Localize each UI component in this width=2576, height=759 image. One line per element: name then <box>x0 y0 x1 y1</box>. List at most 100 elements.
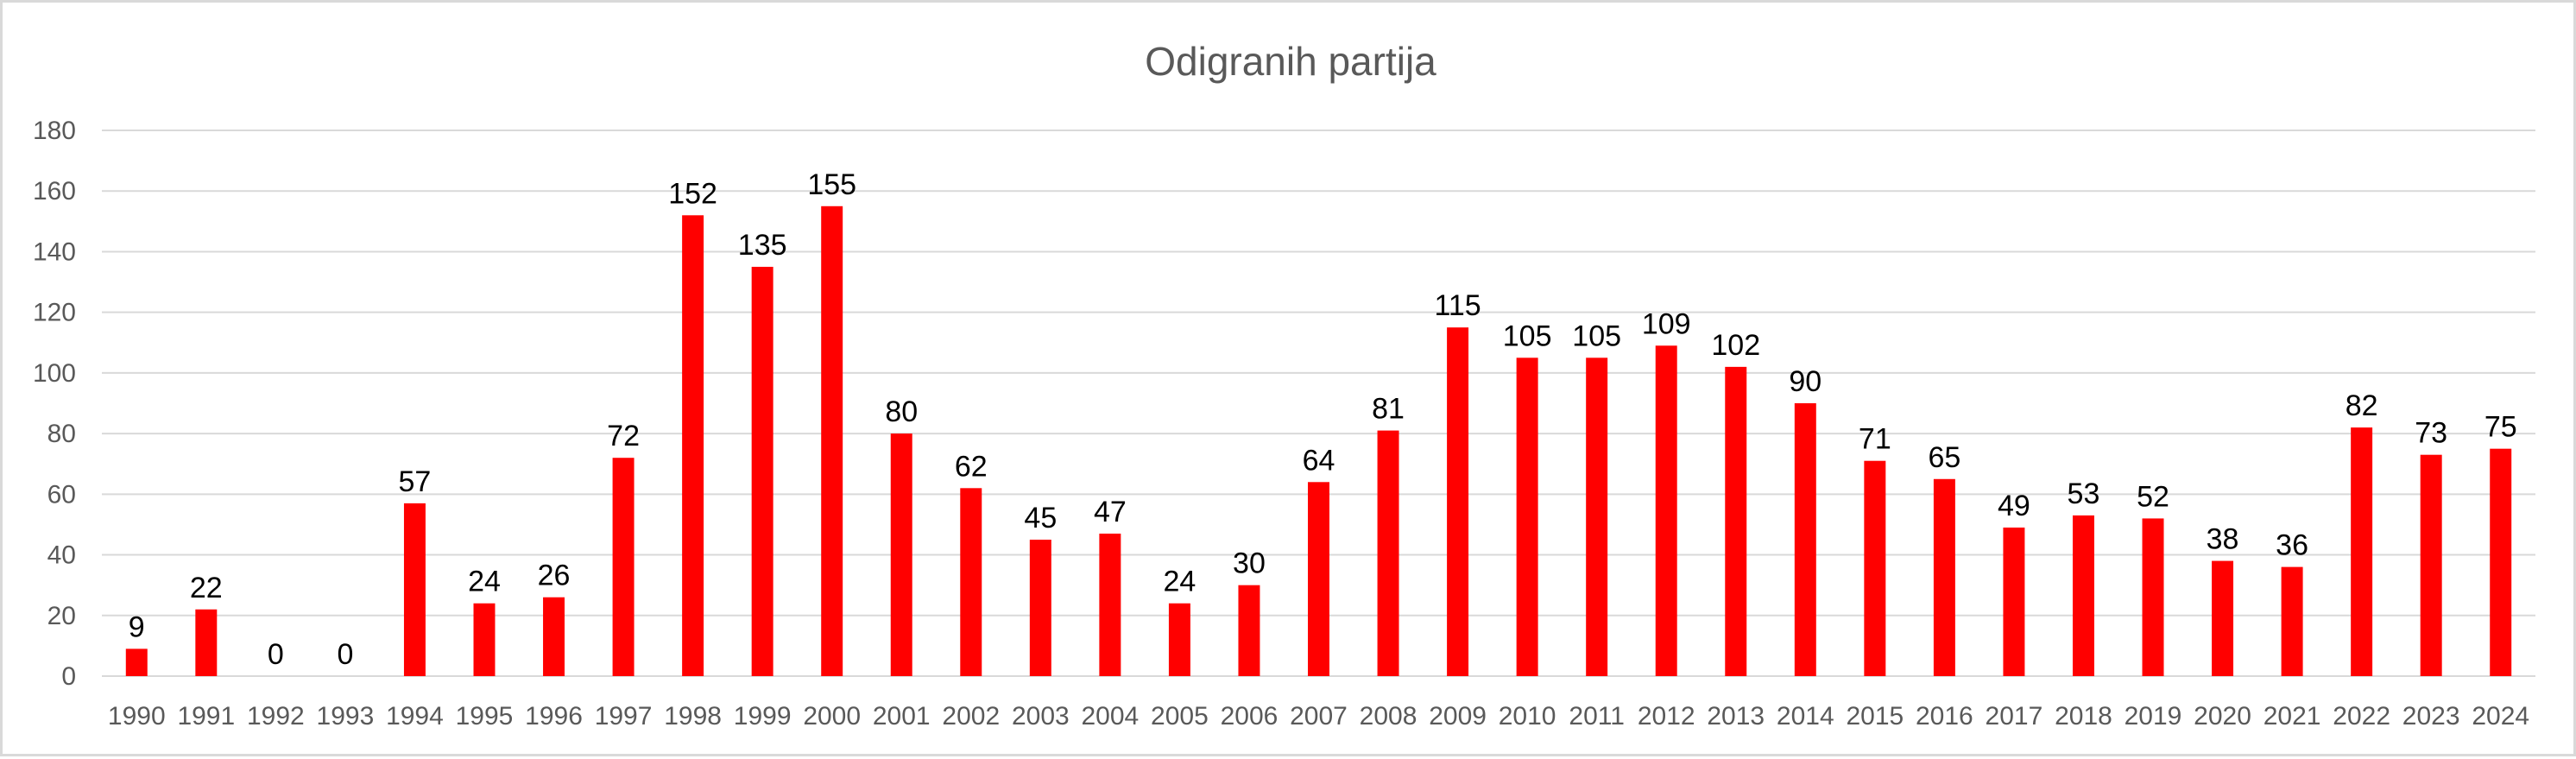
data-label-2024: 75 <box>2484 411 2517 444</box>
x-tick-label-1999: 1999 <box>734 702 792 731</box>
bar-2006 <box>1238 585 1260 676</box>
bar-1990 <box>125 648 148 676</box>
bar-2022 <box>2351 427 2373 676</box>
bar-2024 <box>2490 448 2512 676</box>
bar-2012 <box>1655 345 1677 676</box>
x-tick-label-1993: 1993 <box>317 702 375 731</box>
x-tick-label-1991: 1991 <box>177 702 235 731</box>
data-label-2006: 30 <box>1233 547 1266 580</box>
x-tick-label-2011: 2011 <box>1569 702 1625 731</box>
data-label-2015: 71 <box>1859 423 1891 456</box>
y-tick-label: 0 <box>61 662 76 691</box>
bar-2007 <box>1308 482 1329 676</box>
data-label-1997: 72 <box>607 420 640 452</box>
bar-2003 <box>1029 540 1051 676</box>
y-tick-label: 140 <box>33 237 76 266</box>
x-tick-label-2019: 2019 <box>2125 702 2182 731</box>
x-tick-label-2008: 2008 <box>1360 702 1417 731</box>
bar-1994 <box>403 503 426 676</box>
bar-1998 <box>682 215 704 677</box>
x-tick-label-2020: 2020 <box>2194 702 2251 731</box>
data-label-2012: 109 <box>1642 307 1691 340</box>
bar-2013 <box>1725 366 1747 676</box>
data-label-2019: 52 <box>2137 480 2169 513</box>
bar-2021 <box>2281 566 2303 676</box>
y-tick-label: 80 <box>47 420 76 448</box>
data-label-1999: 135 <box>738 229 787 262</box>
data-label-2008: 81 <box>1372 393 1405 426</box>
bar-2010 <box>1516 357 1538 676</box>
x-tick-label-2005: 2005 <box>1151 702 1209 731</box>
data-labels: 9 22 0 0 57 24 26 72 152 135 155 80 62 45 47 24 30 64 81 11… <box>129 168 2517 671</box>
data-label-2023: 73 <box>2415 417 2447 450</box>
data-label-2020: 38 <box>2207 523 2239 556</box>
x-tick-label-2014: 2014 <box>1777 702 1834 731</box>
y-tick-label: 180 <box>33 117 76 145</box>
data-label-1996: 26 <box>538 560 571 592</box>
data-label-2017: 49 <box>1998 490 2030 522</box>
bar-2008 <box>1377 430 1399 676</box>
x-tick-label-1996: 1996 <box>525 702 583 731</box>
bars <box>125 206 2512 677</box>
x-tick-label-2015: 2015 <box>1846 702 1904 731</box>
x-tick-label-1997: 1997 <box>595 702 653 731</box>
x-tick-label-2010: 2010 <box>1499 702 1556 731</box>
x-tick-label-2023: 2023 <box>2402 702 2460 731</box>
bar-2002 <box>960 488 982 676</box>
bar-2020 <box>2212 560 2234 676</box>
data-label-2007: 64 <box>1303 444 1335 477</box>
bar-1999 <box>751 267 773 676</box>
y-tick-label: 60 <box>47 480 76 509</box>
x-tick-label-2006: 2006 <box>1221 702 1279 731</box>
bar-chart: Odigranih partija 0 20 40 60 80 100 120 140 160 1… <box>33 39 2535 731</box>
bar-1995 <box>473 603 496 676</box>
gridlines <box>102 130 2535 677</box>
data-label-1998: 152 <box>668 177 717 210</box>
data-label-1993: 0 <box>337 638 353 671</box>
data-label-2004: 47 <box>1094 496 1127 528</box>
x-tick-label-2013: 2013 <box>1707 702 1765 731</box>
data-label-2003: 45 <box>1024 502 1057 534</box>
data-label-1990: 9 <box>129 610 145 643</box>
data-label-1992: 0 <box>268 638 284 671</box>
bar-2000 <box>821 206 843 676</box>
x-tick-label-2007: 2007 <box>1290 702 1348 731</box>
x-tick-label-2009: 2009 <box>1429 702 1487 731</box>
y-tick-label: 100 <box>33 359 76 388</box>
bar-2018 <box>2072 515 2094 676</box>
bar-2014 <box>1794 403 1816 676</box>
y-tick-label: 120 <box>33 299 76 327</box>
x-tick-label-1998: 1998 <box>664 702 722 731</box>
data-label-2022: 82 <box>2346 389 2378 422</box>
x-tick-label-1995: 1995 <box>456 702 514 731</box>
x-tick-label-2018: 2018 <box>2055 702 2112 731</box>
bar-2023 <box>2420 454 2442 676</box>
x-tick-label-2021: 2021 <box>2263 702 2321 731</box>
data-label-2005: 24 <box>1164 566 1196 598</box>
x-tick-label-2004: 2004 <box>1081 702 1139 731</box>
data-label-2002: 62 <box>955 450 988 483</box>
bar-2009 <box>1447 327 1469 676</box>
bar-2019 <box>2142 518 2164 676</box>
x-tick-label-2017: 2017 <box>1986 702 2043 731</box>
x-tick-label-2016: 2016 <box>1916 702 1973 731</box>
data-label-2014: 90 <box>1789 365 1822 398</box>
data-label-2011: 105 <box>1572 319 1621 352</box>
bar-1997 <box>612 458 635 676</box>
x-tick-label-1990: 1990 <box>108 702 166 731</box>
x-tick-label-1994: 1994 <box>386 702 444 731</box>
data-label-1991: 22 <box>190 572 223 604</box>
bar-1991 <box>195 609 218 676</box>
data-label-2010: 105 <box>1503 319 1552 352</box>
bar-2005 <box>1168 603 1190 676</box>
bar-1996 <box>543 597 565 676</box>
data-label-1995: 24 <box>468 566 501 598</box>
x-tick-label-2000: 2000 <box>803 702 861 731</box>
bar-2004 <box>1099 533 1121 676</box>
y-tick-label: 20 <box>47 602 76 630</box>
x-tick-label-2022: 2022 <box>2333 702 2390 731</box>
x-tick-label-2002: 2002 <box>942 702 1000 731</box>
data-label-2021: 36 <box>2276 529 2308 562</box>
y-tick-label: 160 <box>33 177 76 206</box>
x-tick-label-1992: 1992 <box>247 702 305 731</box>
